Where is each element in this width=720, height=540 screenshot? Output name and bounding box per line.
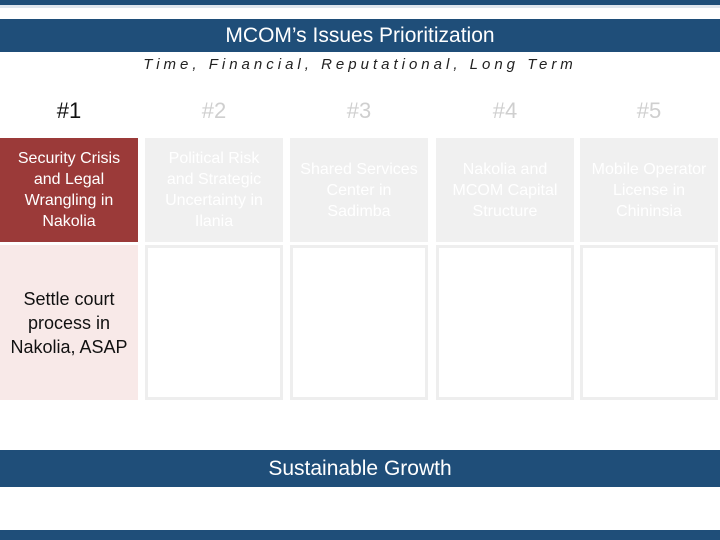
action-card-1: Settle court process in Nakolia, ASAP <box>0 245 138 400</box>
issue-card-5: Mobile Operator License in Chininsia <box>580 138 718 242</box>
issue-card-2: Political Risk and Strategic Uncertainty… <box>145 138 283 242</box>
bottom-accent-bar <box>0 530 720 540</box>
title-banner: MCOM’s Issues Prioritization <box>0 19 720 52</box>
top-accent-rule-light <box>0 5 720 8</box>
action-card-5 <box>580 245 718 400</box>
action-card-4 <box>436 245 574 400</box>
action-card-2 <box>145 245 283 400</box>
top-accent-rule <box>0 0 720 5</box>
issue-text-1: Security Crisis and Legal Wrangling in N… <box>17 150 121 230</box>
rank-label-5: #5 <box>636 98 662 123</box>
subtitle: Time, Financial, Reputational, Long Term <box>143 56 577 73</box>
issue-text-3: Shared Services Center in Sadimba <box>300 160 418 220</box>
action-card-3 <box>290 245 428 400</box>
issue-text-4: Nakolia and MCOM Capital Structure <box>452 160 558 220</box>
rank-label-4: #4 <box>492 98 518 123</box>
issue-card-4: Nakolia and MCOM Capital Structure <box>436 138 574 242</box>
issue-card-3: Shared Services Center in Sadimba <box>290 138 428 242</box>
issue-card-1: Security Crisis and Legal Wrangling in N… <box>0 138 138 242</box>
rank-label-2: #2 <box>201 98 227 123</box>
issue-text-2: Political Risk and Strategic Uncertainty… <box>165 150 263 230</box>
rank-label-1: #1 <box>56 98 82 123</box>
footer-banner: Sustainable Growth <box>0 450 720 487</box>
page-title: MCOM’s Issues Prioritization <box>225 23 495 47</box>
rank-label-3: #3 <box>346 98 372 123</box>
footer-text: Sustainable Growth <box>268 456 452 480</box>
action-text-1: Settle court process in Nakolia, ASAP <box>10 288 128 357</box>
issue-text-5: Mobile Operator License in Chininsia <box>591 160 707 220</box>
